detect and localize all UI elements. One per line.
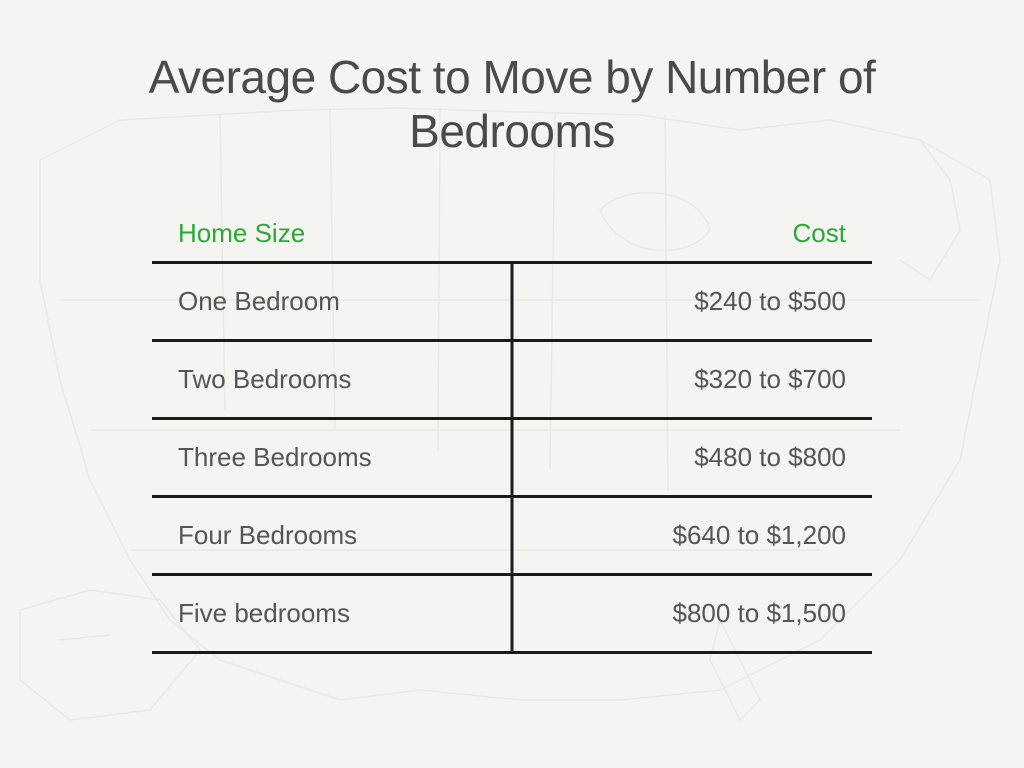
cell-cost: $320 to $700 <box>512 364 872 395</box>
cost-table: Home Size Cost One Bedroom $240 to $500 … <box>152 218 872 654</box>
cell-cost: $240 to $500 <box>512 286 872 317</box>
cell-cost: $800 to $1,500 <box>512 598 872 629</box>
cell-home-size: Four Bedrooms <box>152 520 512 551</box>
page-title: Average Cost to Move by Number of Bedroo… <box>60 50 964 158</box>
cell-cost: $640 to $1,200 <box>512 520 872 551</box>
cell-home-size: Five bedrooms <box>152 598 512 629</box>
column-header-home-size: Home Size <box>162 218 512 249</box>
cell-home-size: Two Bedrooms <box>152 364 512 395</box>
table-header-row: Home Size Cost <box>152 218 872 264</box>
cell-home-size: Three Bedrooms <box>152 442 512 473</box>
center-divider <box>511 264 514 654</box>
table-body: One Bedroom $240 to $500 Two Bedrooms $3… <box>152 264 872 654</box>
cell-home-size: One Bedroom <box>152 286 512 317</box>
infographic-content: Average Cost to Move by Number of Bedroo… <box>0 0 1024 704</box>
cell-cost: $480 to $800 <box>512 442 872 473</box>
column-header-cost: Cost <box>512 218 862 249</box>
